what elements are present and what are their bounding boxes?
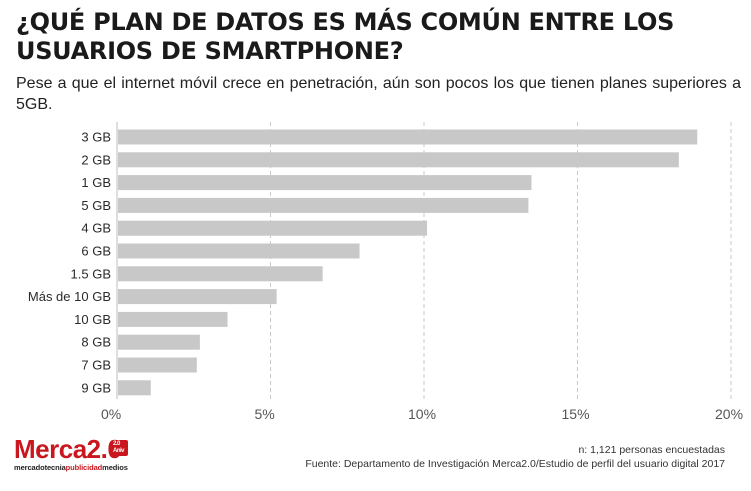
bar bbox=[118, 152, 679, 168]
category-label: 1 GB bbox=[81, 175, 111, 190]
grid-lines bbox=[116, 122, 732, 399]
bar bbox=[118, 175, 532, 191]
logo-badge: 2.0 Aniv bbox=[111, 440, 128, 456]
x-axis-tick-labels: 0% 5% 10% 15% 20% bbox=[101, 406, 743, 422]
source-note: Fuente: Departamento de Investigación Me… bbox=[305, 458, 725, 470]
bar bbox=[118, 243, 360, 259]
category-label: 5 GB bbox=[81, 198, 111, 213]
chart-subtitle: Pese a que el internet móvil crece en pe… bbox=[16, 75, 741, 113]
bar bbox=[118, 334, 200, 350]
category-label: 1.5 GB bbox=[71, 266, 111, 281]
x-tick-label: 10% bbox=[408, 406, 436, 422]
bar bbox=[118, 380, 151, 396]
chart-title: ¿QUÉ PLAN DE DATOS ES MÁS COMÚN ENTRE LO… bbox=[16, 8, 675, 65]
category-label: 10 GB bbox=[74, 312, 111, 327]
category-label: 6 GB bbox=[81, 244, 111, 259]
logo-name: Merca2.0 bbox=[14, 434, 122, 464]
bar bbox=[118, 220, 428, 236]
logo-wordmark: Merca2.0 2.0 Aniv bbox=[14, 436, 128, 462]
bar bbox=[118, 266, 323, 282]
logo-tag-publicidad: publicidad bbox=[65, 463, 103, 472]
merca20-logo: Merca2.0 2.0 Aniv mercadotecniapublicida… bbox=[14, 436, 128, 472]
x-tick-label: 20% bbox=[715, 406, 743, 422]
category-label: 7 GB bbox=[81, 358, 111, 373]
category-label: 4 GB bbox=[81, 221, 111, 236]
x-tick-label: 0% bbox=[101, 406, 121, 422]
x-tick-label: 5% bbox=[255, 406, 275, 422]
bar bbox=[118, 289, 277, 305]
category-label: 9 GB bbox=[81, 380, 111, 395]
category-label: 8 GB bbox=[81, 335, 111, 350]
category-label: 2 GB bbox=[81, 152, 111, 167]
bar bbox=[118, 311, 228, 327]
logo-tagline: mercadotecniapublicidadmedios bbox=[14, 463, 128, 472]
logo-tag-mercadotecnia: mercadotecnia bbox=[14, 463, 66, 472]
bar bbox=[118, 357, 197, 373]
category-labels: 3 GB 2 GB 1 GB 5 GB 4 GB 6 GB 1.5 GB Más de 10 … bbox=[28, 130, 111, 396]
bar bbox=[118, 197, 529, 213]
bar-chart: 3 GB 2 GB 1 GB 5 GB 4 GB 6 GB 1.5 GB Más de 10 … bbox=[28, 122, 743, 422]
bars bbox=[118, 129, 698, 396]
logo-tag-medios: medios bbox=[102, 463, 128, 472]
bar bbox=[118, 129, 698, 145]
category-label: Más de 10 GB bbox=[28, 289, 111, 304]
x-tick-label: 15% bbox=[562, 406, 590, 422]
sample-size-note: n: 1,121 personas encuestadas bbox=[578, 444, 725, 456]
category-label: 3 GB bbox=[81, 130, 111, 145]
